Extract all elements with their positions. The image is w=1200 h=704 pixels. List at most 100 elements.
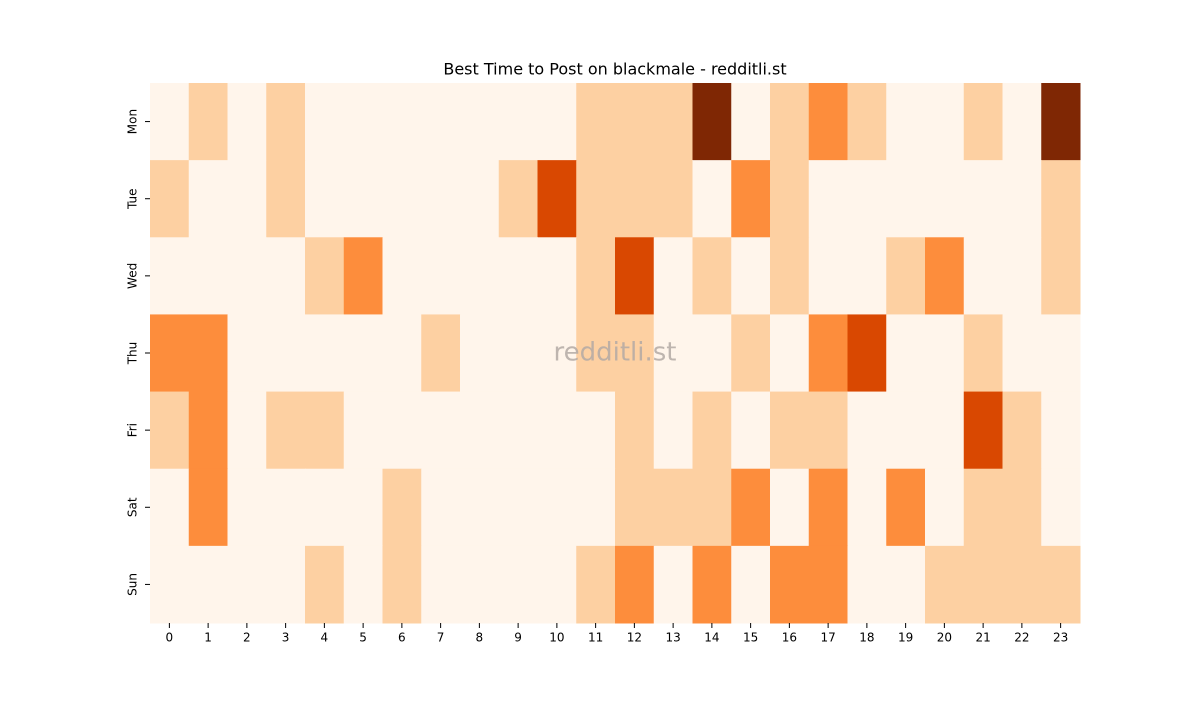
heatmap-cell [1041, 391, 1081, 470]
heatmap-cell [227, 468, 267, 547]
x-tick-label: 6 [398, 631, 406, 645]
heatmap-cell [498, 314, 538, 393]
heatmap-cell [731, 237, 771, 315]
heatmap-cell [498, 391, 538, 470]
heatmap-cell [576, 160, 616, 238]
y-tick-label: Sun [126, 573, 140, 596]
heatmap-cell [576, 468, 616, 547]
heatmap-cell [653, 545, 693, 624]
heatmap-cell [382, 545, 422, 624]
y-tick-label: Tue [126, 188, 140, 210]
heatmap-cell [808, 314, 848, 393]
heatmap-cell [227, 545, 267, 624]
heatmap-cell [421, 468, 461, 547]
heatmap-cell [150, 237, 190, 315]
heatmap-cell [537, 160, 577, 238]
heatmap-cell [343, 468, 383, 547]
heatmap-cell [421, 237, 461, 315]
heatmap-cell [963, 314, 1003, 393]
heatmap-cell [692, 237, 732, 315]
y-tick-label: Wed [126, 263, 140, 289]
heatmap-cell [305, 314, 345, 393]
heatmap-cell [266, 237, 306, 315]
heatmap-cell [266, 468, 306, 547]
heatmap-cell [537, 83, 577, 161]
heatmap-cell [925, 545, 965, 624]
x-tick-label: 22 [1014, 631, 1029, 645]
x-tick-label: 12 [627, 631, 642, 645]
heatmap-cell [615, 237, 655, 315]
heatmap-cell [808, 160, 848, 238]
heatmap-cell [925, 468, 965, 547]
heatmap-cell [537, 237, 577, 315]
heatmap-cell [1041, 83, 1081, 161]
heatmap-cell [576, 391, 616, 470]
heatmap-cell [770, 237, 810, 315]
heatmap-cell [150, 160, 190, 238]
heatmap-cell [847, 314, 887, 393]
heatmap-cell [808, 545, 848, 624]
heatmap-cell [460, 83, 500, 161]
heatmap-cell [460, 160, 500, 238]
heatmap-cell [886, 314, 926, 393]
heatmap-cell [188, 237, 228, 315]
heatmap-cell [1002, 468, 1042, 547]
heatmap-cell [615, 160, 655, 238]
x-tick-label: 3 [282, 631, 290, 645]
heatmap-cell [692, 468, 732, 547]
heatmap-cell [498, 83, 538, 161]
heatmap-cell [615, 314, 655, 393]
heatmap-cell [343, 391, 383, 470]
heatmap-cell [731, 545, 771, 624]
heatmap-cell [847, 237, 887, 315]
heatmap-cell [576, 83, 616, 161]
heatmap-cell [421, 545, 461, 624]
x-tick-label: 18 [859, 631, 874, 645]
heatmap-cell [382, 83, 422, 161]
heatmap-cell [188, 160, 228, 238]
heatmap-cell [266, 160, 306, 238]
heatmap-cell [537, 468, 577, 547]
heatmap-cell [615, 391, 655, 470]
heatmap-cell [847, 391, 887, 470]
heatmap-cell [421, 160, 461, 238]
heatmap-cell [692, 160, 732, 238]
heatmap-cell [731, 468, 771, 547]
x-tick-label: 13 [665, 631, 680, 645]
heatmap-cell [963, 391, 1003, 470]
heatmap-cell [460, 545, 500, 624]
heatmap-cell [305, 391, 345, 470]
heatmap-cell [692, 83, 732, 161]
heatmap-cell [692, 314, 732, 393]
heatmap-cell [460, 391, 500, 470]
heatmap-cell [963, 237, 1003, 315]
heatmap-cell [227, 83, 267, 161]
heatmap-cell [808, 391, 848, 470]
heatmap-cell [188, 314, 228, 393]
heatmap-cell [886, 391, 926, 470]
heatmap-cell [382, 160, 422, 238]
x-tick-label: 14 [704, 631, 719, 645]
heatmap-cell [498, 468, 538, 547]
heatmap-cell [1041, 468, 1081, 547]
heatmap-cell [692, 391, 732, 470]
heatmap-cell [1002, 391, 1042, 470]
heatmap-cell [1002, 83, 1042, 161]
heatmap-cell [770, 83, 810, 161]
heatmap-cell [576, 545, 616, 624]
heatmap-cell [1002, 314, 1042, 393]
heatmap-cell [343, 83, 383, 161]
heatmap-cell [963, 83, 1003, 161]
heatmap-cell [963, 468, 1003, 547]
heatmap-cell [808, 237, 848, 315]
heatmap-cell [653, 391, 693, 470]
heatmap-cell [615, 468, 655, 547]
heatmap-cell [227, 237, 267, 315]
heatmap-cell [576, 237, 616, 315]
heatmap-cell [305, 545, 345, 624]
heatmap-cell [305, 83, 345, 161]
heatmap-cell [925, 391, 965, 470]
heatmap-cell [1002, 237, 1042, 315]
heatmap-cell [886, 83, 926, 161]
